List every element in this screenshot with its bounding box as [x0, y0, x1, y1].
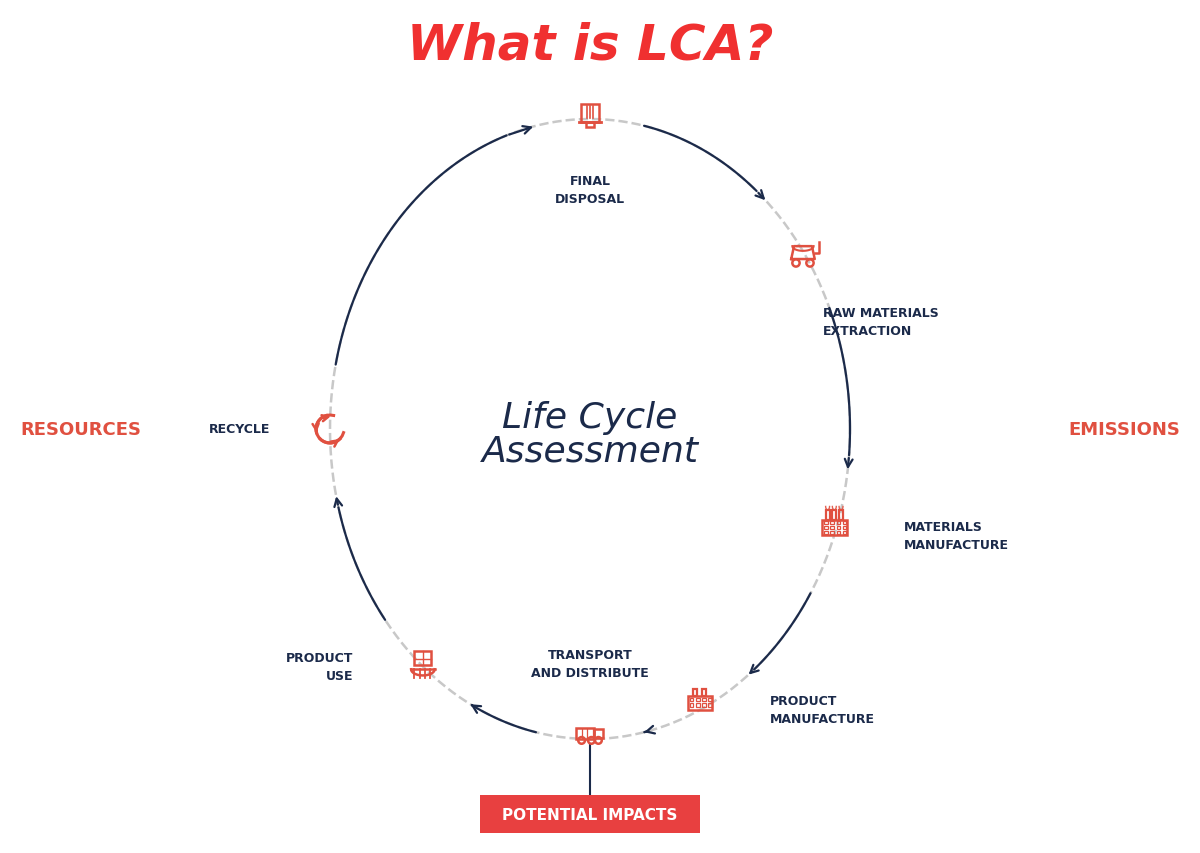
- FancyBboxPatch shape: [480, 795, 700, 833]
- Text: MATERIALS
MANUFACTURE: MATERIALS MANUFACTURE: [905, 520, 1009, 551]
- Text: TRANSPORT
AND DISTRIBUTE: TRANSPORT AND DISTRIBUTE: [532, 648, 649, 679]
- Text: PRODUCT
USE: PRODUCT USE: [286, 651, 353, 682]
- Text: What is LCA?: What is LCA?: [407, 21, 773, 69]
- Text: POTENTIAL IMPACTS: POTENTIAL IMPACTS: [503, 807, 678, 821]
- Text: EMISSIONS: EMISSIONS: [1068, 421, 1180, 438]
- Text: Assessment: Assessment: [481, 434, 698, 468]
- Text: FINAL
DISPOSAL: FINAL DISPOSAL: [554, 175, 625, 206]
- Text: RAW MATERIALS
EXTRACTION: RAW MATERIALS EXTRACTION: [823, 307, 938, 338]
- Text: PRODUCT
MANUFACTURE: PRODUCT MANUFACTURE: [770, 694, 875, 726]
- Text: Life Cycle: Life Cycle: [503, 401, 678, 434]
- Text: RESOURCES: RESOURCES: [20, 421, 142, 438]
- Text: RECYCLE: RECYCLE: [209, 423, 270, 436]
